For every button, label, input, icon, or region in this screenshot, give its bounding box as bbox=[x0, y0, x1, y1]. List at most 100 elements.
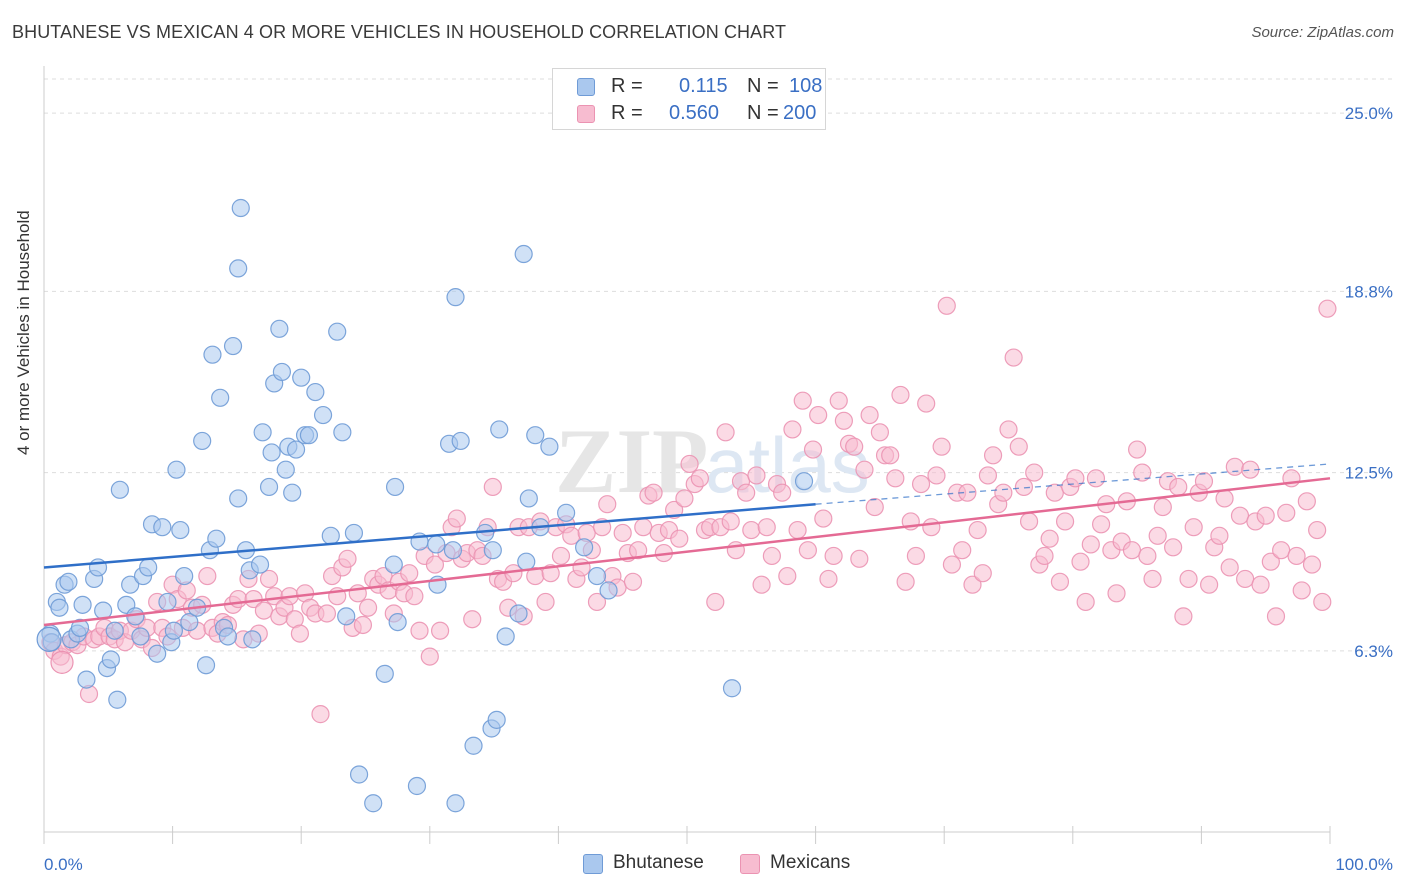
mexicans-point bbox=[706, 592, 725, 612]
mexicans-point bbox=[855, 460, 874, 479]
mexicans-point bbox=[1215, 489, 1234, 508]
y-tick-label: 12.5% bbox=[1345, 464, 1393, 483]
mexicans-point bbox=[824, 546, 843, 566]
bhutanese-point bbox=[229, 259, 248, 278]
bhutanese-point bbox=[110, 480, 129, 499]
bhutanese-point bbox=[164, 621, 183, 640]
source-label: Source: ZipAtlas.com bbox=[1251, 24, 1394, 41]
bhutanese-point bbox=[207, 529, 226, 548]
mexicans-point bbox=[752, 575, 771, 594]
bhutanese-point bbox=[526, 426, 545, 445]
mexicans-point bbox=[1169, 477, 1188, 497]
mexicans-point bbox=[1045, 483, 1064, 502]
mexicans-point bbox=[1302, 555, 1322, 574]
bhutanese-point bbox=[276, 460, 295, 479]
bhutanese-point bbox=[148, 644, 167, 663]
mexicans-point bbox=[420, 647, 439, 666]
mexicans-point bbox=[994, 483, 1013, 502]
mexicans-point bbox=[598, 495, 617, 514]
mexicans-point bbox=[290, 624, 310, 643]
mexicans-point bbox=[1014, 477, 1034, 497]
mexicans-point bbox=[1261, 552, 1280, 571]
bhutanese-point bbox=[105, 621, 124, 640]
bottom-mexicans-swatch bbox=[740, 854, 760, 874]
bhutanese-point bbox=[259, 477, 279, 497]
bhutanese-point bbox=[272, 362, 292, 382]
bhutanese-point bbox=[231, 198, 250, 218]
mexicans-point bbox=[1004, 348, 1023, 367]
bhutanese-point bbox=[443, 541, 463, 560]
mexicans-point bbox=[1297, 492, 1316, 511]
mexicans-point bbox=[870, 423, 890, 442]
bhutanese-point bbox=[73, 595, 92, 614]
mexicans-point bbox=[783, 420, 802, 439]
mexicans-point bbox=[906, 546, 926, 566]
mexicans-point bbox=[773, 483, 792, 502]
mexicans-point bbox=[917, 394, 936, 413]
mexicans-point bbox=[1019, 512, 1039, 531]
bhutanese-point bbox=[171, 520, 190, 540]
mexicans-point bbox=[937, 296, 956, 315]
mexicans-point bbox=[1318, 299, 1337, 318]
mexicans-point bbox=[1122, 541, 1142, 560]
bhutanese-trend-extension bbox=[815, 463, 1331, 505]
mexicans-point bbox=[886, 469, 905, 488]
bhutanese-point bbox=[306, 382, 325, 402]
mexicans-point bbox=[999, 420, 1018, 439]
mexicans-point bbox=[670, 529, 689, 548]
mexicans-point bbox=[587, 592, 607, 612]
mexicans-point bbox=[410, 621, 429, 640]
mexicans-point bbox=[788, 520, 807, 540]
bhutanese-point bbox=[321, 526, 340, 545]
mexicans-point bbox=[430, 621, 450, 640]
trend-layer bbox=[43, 463, 1331, 627]
y-axis-label: 4 or more Vehicles in Household bbox=[14, 210, 33, 455]
mexicans-point bbox=[425, 555, 445, 574]
mexicans-point bbox=[317, 604, 337, 623]
bhutanese-point bbox=[175, 566, 194, 586]
mexicans-point bbox=[762, 546, 781, 566]
mexicans-point bbox=[229, 589, 248, 609]
bhutanese-point bbox=[514, 244, 533, 264]
mexicans-point bbox=[463, 610, 482, 629]
bhutanese-point bbox=[253, 423, 272, 442]
mexicans-point bbox=[757, 518, 776, 537]
mexicans-point bbox=[483, 477, 502, 497]
mexicans-point bbox=[896, 572, 915, 591]
bhutanese-point bbox=[77, 670, 96, 689]
mexicans-point bbox=[1164, 538, 1183, 557]
mexicans-point bbox=[1143, 569, 1162, 589]
bhutanese-point bbox=[427, 535, 446, 554]
bhutanese-point bbox=[50, 598, 69, 617]
mexicans-point bbox=[572, 558, 591, 577]
mexicans-point bbox=[1009, 437, 1028, 456]
bhutanese-point bbox=[158, 592, 177, 612]
mexicans-point bbox=[953, 541, 972, 560]
mexicans-point bbox=[845, 437, 864, 456]
bhutanese-point bbox=[299, 426, 319, 445]
mexicans-point bbox=[1133, 463, 1152, 482]
bhutanese-point bbox=[131, 627, 150, 646]
bhutanese-point bbox=[167, 460, 186, 479]
mexicans-point bbox=[1225, 457, 1244, 476]
mexicans-point bbox=[254, 601, 274, 620]
bhutanese-point bbox=[196, 656, 216, 675]
bhutanese-point bbox=[464, 736, 483, 755]
bhutanese-point bbox=[243, 630, 262, 649]
bhutanese-point bbox=[292, 368, 311, 387]
bhutanese-point bbox=[101, 650, 120, 669]
mexicans-point bbox=[1194, 472, 1214, 491]
mexicans-point bbox=[922, 518, 941, 537]
mexicans-point bbox=[541, 564, 560, 583]
mexicans-point bbox=[1179, 569, 1198, 589]
bhutanese-point bbox=[193, 431, 212, 451]
mexicans-point bbox=[1292, 581, 1311, 600]
bhutanese-point bbox=[286, 440, 306, 459]
mexicans-point bbox=[1076, 592, 1095, 612]
mexicans-point bbox=[834, 411, 853, 430]
mexicans-point bbox=[1251, 575, 1270, 594]
mexicans-point bbox=[968, 520, 987, 540]
mexicans-point bbox=[259, 569, 279, 589]
bhutanese-point bbox=[333, 423, 352, 442]
bhutanese-point bbox=[283, 483, 302, 502]
